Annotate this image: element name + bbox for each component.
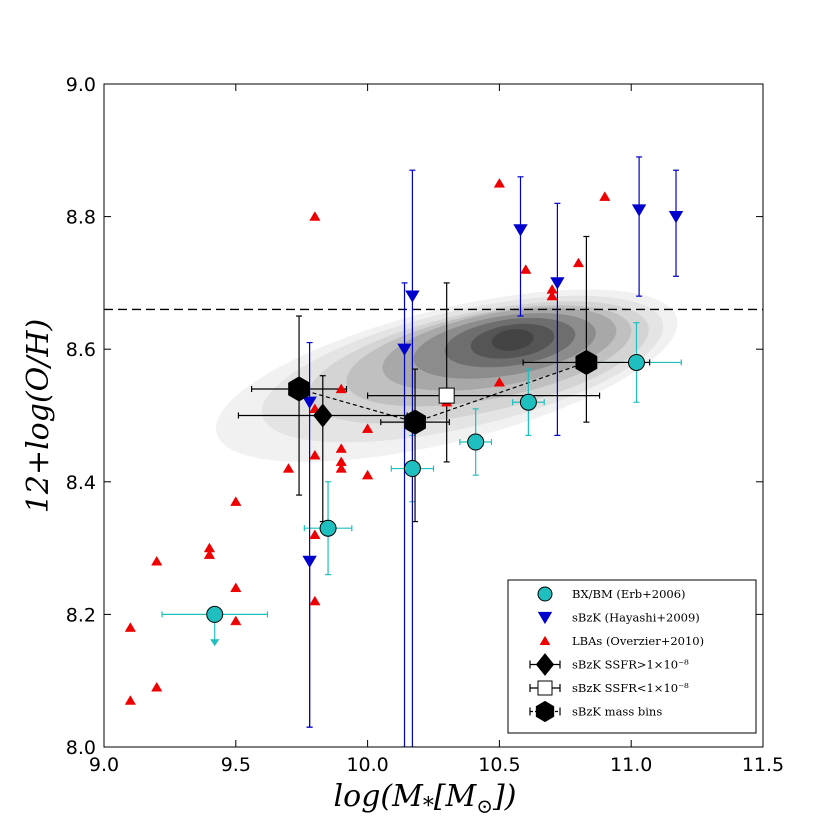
legend-label-3: LBAs (Overzier+2010) (572, 634, 704, 648)
y-tick-label-1: 8.0 (66, 737, 96, 759)
circle-marker-4 (467, 433, 485, 451)
triangle-down-point-4-errorbar (409, 169, 416, 747)
triangle-down-point-5-errorbar (517, 176, 524, 317)
triangle-up-marker-13 (309, 449, 321, 460)
triangle-up-marker-7 (230, 615, 242, 626)
triangle-down-marker-6 (550, 277, 565, 290)
triangle-up-marker-24 (493, 178, 506, 188)
x-tick-label-3: 10.0 (346, 754, 388, 776)
triangle-up-marker-27 (546, 284, 558, 294)
y-axis-label: 12+log(O/H) (21, 319, 56, 513)
triangle-up-marker-12 (309, 529, 321, 539)
x-tick-label-6: 11.5 (742, 754, 784, 776)
triangle-up-marker-6 (203, 542, 216, 553)
legend-label-2: sBzK (Hayashi+2009) (572, 611, 700, 625)
circle-marker-2 (319, 519, 337, 537)
y-tick-label-3: 8.4 (66, 472, 96, 494)
triangle-up-marker-26 (546, 290, 558, 301)
triangle-down-marker-2 (302, 396, 317, 409)
triangle-down-point-3-errorbar (401, 282, 408, 747)
triangle-up-marker-9 (230, 496, 242, 506)
triangle-up-marker-11 (309, 595, 321, 606)
density-contour-level-9 (491, 329, 534, 351)
x-tick-label-2: 9.5 (221, 754, 251, 776)
legend-entry-1: BX/BM (Erb+2006) (537, 586, 686, 602)
triangle-up-marker-4 (151, 555, 163, 566)
x-tick-label-5: 11.0 (610, 754, 652, 776)
triangle-down-marker-3 (397, 343, 412, 356)
circle-marker-5 (519, 393, 537, 411)
legend: BX/BM (Erb+2006) sBzK (Hayashi+2009) LBAs … (507, 579, 757, 734)
triangle-up-marker-23 (493, 376, 506, 387)
triangle-up-marker-5 (203, 549, 216, 559)
legend-marker-2 (537, 611, 553, 625)
square-open-marker-1 (438, 387, 455, 404)
y-tick-label-5: 8.8 (66, 207, 96, 229)
hexagon-marker-3 (575, 349, 598, 376)
triangle-up-marker-29 (599, 191, 611, 201)
circle-marker-3 (403, 460, 421, 478)
triangle-down-marker-1 (302, 555, 317, 568)
legend-marker-5 (537, 680, 553, 696)
x-tick-label-1: 9.0 (89, 754, 119, 776)
triangle-up-marker-1 (124, 695, 136, 705)
triangle-up-marker-17 (335, 456, 347, 467)
legend-label-4: sBzK SSFR>1×10⁻⁸ (572, 658, 689, 672)
hexagon-marker-1 (288, 376, 310, 402)
triangle-down-point-6-errorbar (554, 202, 561, 436)
triangle-up-marker-18 (335, 443, 347, 453)
square-open-point-1-errorbar (367, 282, 601, 463)
diamond-marker-1 (313, 403, 333, 428)
x-axis-label: log(M*[M⊙]) (334, 779, 517, 819)
legend-entry-6: sBzK mass bins (529, 700, 662, 723)
triangle-up-marker-19 (335, 383, 347, 394)
legend-entry-2: sBzK (Hayashi+2009) (537, 611, 700, 625)
hexagon-marker-2 (404, 409, 426, 435)
triangle-up-marker-16 (335, 463, 347, 473)
axes: 9.0 9.5 10.0 10.5 11.0 11.5 8.0 8.2 8.4 8.6 8.8 9.0 (66, 74, 784, 776)
legend-label-1: BX/BM (Erb+2006) (572, 587, 686, 601)
triangle-up-marker-2 (124, 622, 136, 632)
triangle-up-marker-15 (309, 211, 321, 221)
triangle-down-marker-7 (631, 204, 647, 217)
triangle-up-marker-25 (520, 264, 532, 274)
triangle-up-marker-28 (572, 257, 585, 268)
legend-entry-5: sBzK SSFR<1×10⁻⁸ (529, 680, 689, 696)
legend-marker-3 (539, 635, 551, 645)
triangle-down-marker-4 (405, 290, 420, 303)
data-markers (124, 178, 684, 705)
legend-marker-4 (535, 653, 555, 676)
triangle-down-point-7-errorbar (636, 156, 643, 297)
y-tick-label-4: 8.6 (66, 339, 96, 361)
triangle-up-marker-20 (361, 469, 374, 480)
y-tick-label-2: 8.2 (66, 604, 96, 626)
triangle-down-marker-5 (513, 224, 528, 237)
legend-entry-3: LBAs (Overzier+2010) (539, 634, 704, 648)
legend-marker-6 (535, 700, 555, 723)
triangle-up-marker-10 (282, 463, 295, 473)
x-tick-label-4: 10.5 (478, 754, 520, 776)
y-tick-label-6: 9.0 (66, 74, 96, 96)
legend-label-5: sBzK SSFR<1×10⁻⁸ (572, 681, 689, 695)
plot-frame (103, 83, 764, 748)
legend-label-6: sBzK mass bins (572, 705, 662, 719)
triangle-up-marker-8 (230, 582, 242, 593)
triangle-up-marker-21 (361, 423, 374, 433)
legend-marker-1 (537, 586, 553, 602)
circle-marker-6 (627, 353, 645, 371)
circle-marker-1 (206, 605, 224, 623)
triangle-down-marker-8 (668, 211, 684, 224)
legend-entry-4: sBzK SSFR>1×10⁻⁸ (529, 653, 689, 676)
triangle-up-marker-3 (151, 681, 163, 692)
